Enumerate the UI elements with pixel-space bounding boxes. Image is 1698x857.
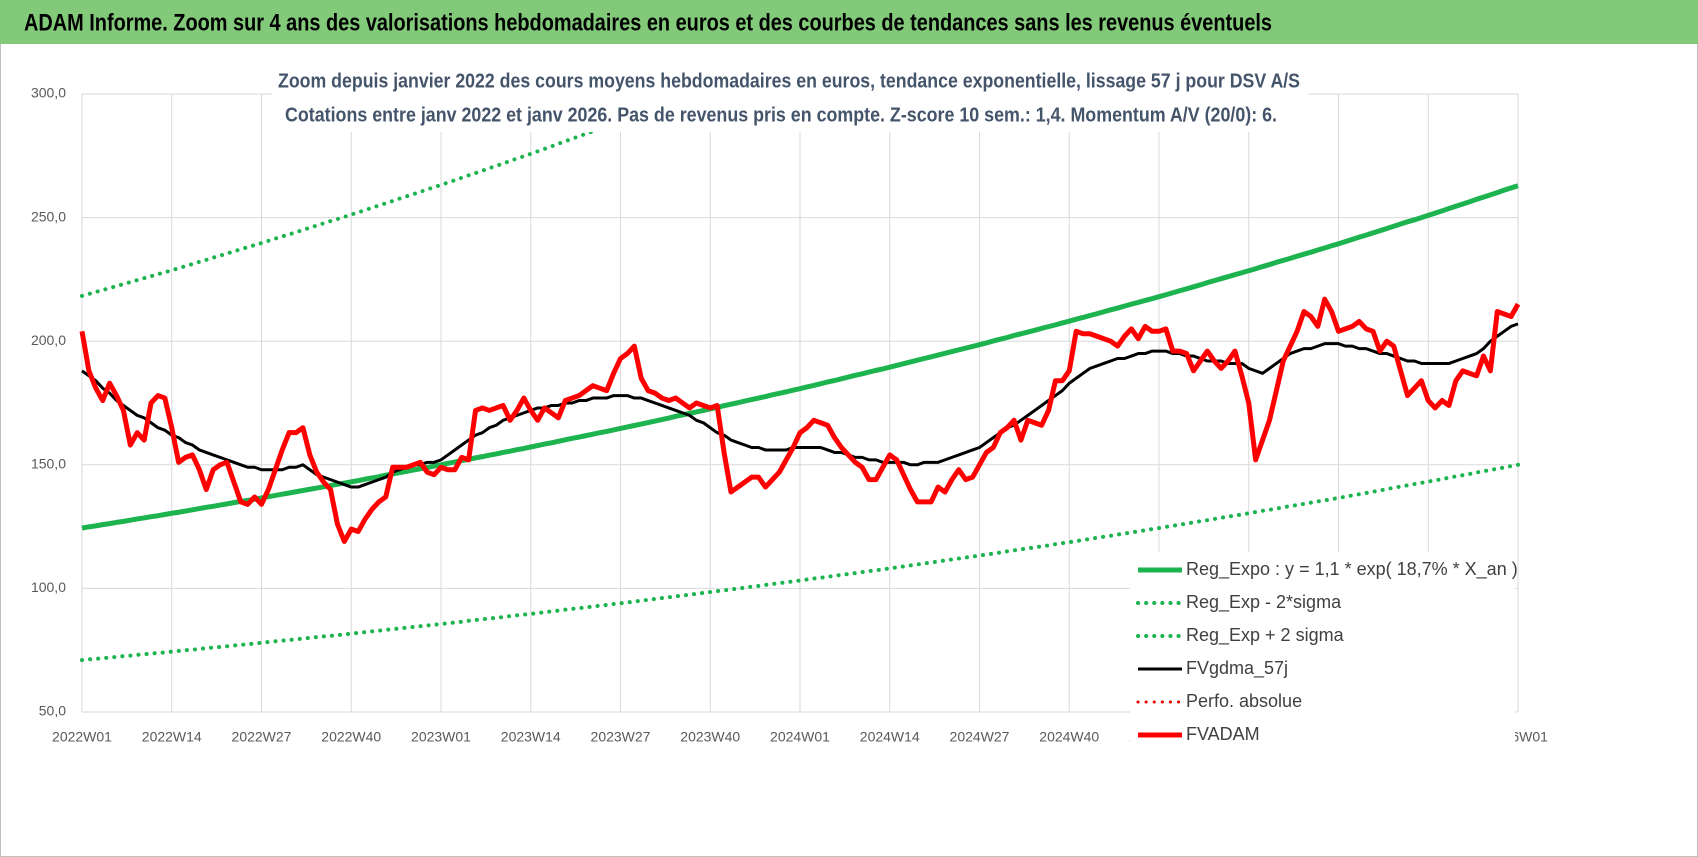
x-tick-label: 2024W14 xyxy=(860,729,920,745)
legend: Reg_Expo : y = 1,1 * exp( 18,7% * X_an )… xyxy=(1130,552,1518,754)
x-tick-label: 2022W27 xyxy=(232,729,292,745)
title-background xyxy=(272,64,1308,132)
y-tick-label: 150,0 xyxy=(31,456,66,472)
x-tick-label: 2024W01 xyxy=(770,729,830,745)
chart-title: Zoom depuis janvier 2022 des cours moyen… xyxy=(278,70,1300,92)
y-tick-label: 250,0 xyxy=(31,208,66,224)
y-tick-label: 50,0 xyxy=(39,703,66,719)
legend-label: Reg_Expo : y = 1,1 * exp( 18,7% * X_an ) xyxy=(1186,559,1518,580)
legend-background xyxy=(1130,552,1515,754)
y-tick-label: 300,0 xyxy=(31,85,66,101)
y-tick-label: 100,0 xyxy=(31,579,66,595)
x-tick-label: 2023W01 xyxy=(411,729,471,745)
legend-label: Reg_Exp - 2*sigma xyxy=(1186,592,1342,613)
legend-label: Perfo. absolue xyxy=(1186,691,1302,711)
chart-subtitle: Cotations entre janv 2022 et janv 2026. … xyxy=(285,104,1277,126)
legend-label: FVgdma_57j xyxy=(1186,658,1288,679)
header-title: ADAM Informe. Zoom sur 4 ans des valoris… xyxy=(24,9,1272,36)
x-tick-label: 2024W27 xyxy=(950,729,1010,745)
x-tick-label: 2023W27 xyxy=(591,729,651,745)
series-line xyxy=(80,462,1520,663)
y-tick-label: 200,0 xyxy=(31,332,66,348)
header-bar xyxy=(0,0,1698,44)
x-tick-label: 2022W14 xyxy=(142,729,202,745)
x-tick-label: 2024W40 xyxy=(1039,729,1099,745)
title-block: Zoom depuis janvier 2022 des cours moyen… xyxy=(272,64,1308,132)
series-line xyxy=(80,94,698,298)
series-line xyxy=(81,183,1519,531)
series-line xyxy=(79,296,1521,544)
x-tick-label: 2023W14 xyxy=(501,729,561,745)
x-tick-label: 2023W40 xyxy=(680,729,740,745)
legend-label: FVADAM xyxy=(1186,724,1260,744)
x-tick-label: 2022W40 xyxy=(321,729,381,745)
legend-label: Reg_Exp + 2 sigma xyxy=(1186,625,1345,646)
x-tick-label: 2022W01 xyxy=(52,729,112,745)
